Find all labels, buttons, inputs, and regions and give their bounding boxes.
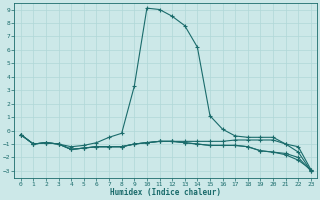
X-axis label: Humidex (Indice chaleur): Humidex (Indice chaleur) bbox=[110, 188, 221, 197]
